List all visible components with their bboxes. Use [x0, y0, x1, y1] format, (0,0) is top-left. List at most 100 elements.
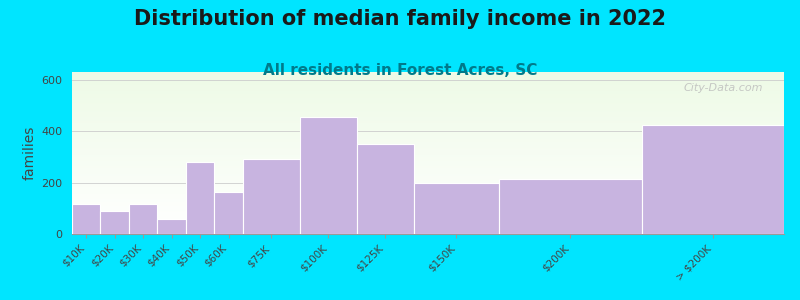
Bar [72, 109, 784, 110]
Bar [72, 137, 784, 138]
Bar [72, 95, 784, 96]
Bar [72, 220, 784, 221]
Bar [72, 190, 784, 191]
Bar [72, 141, 784, 142]
Bar [72, 84, 784, 85]
Bar [72, 100, 784, 101]
Bar [72, 207, 784, 208]
Bar [72, 156, 784, 157]
Bar [72, 80, 784, 81]
Bar [72, 90, 784, 91]
Bar [72, 79, 784, 80]
Bar [72, 196, 784, 197]
Bar [72, 114, 784, 115]
Bar [72, 116, 784, 117]
Bar [72, 154, 784, 155]
Bar [72, 203, 784, 204]
Bar [129, 204, 158, 234]
Bar [72, 118, 784, 119]
Bar [72, 172, 784, 173]
Bar [72, 225, 784, 226]
Bar [72, 197, 784, 198]
Bar [72, 126, 784, 127]
Bar [72, 151, 784, 152]
Bar [72, 169, 784, 170]
Text: Distribution of median family income in 2022: Distribution of median family income in … [134, 9, 666, 29]
Bar [72, 155, 784, 156]
Bar [72, 140, 784, 141]
Bar [72, 104, 784, 105]
Bar [72, 181, 784, 182]
Bar [72, 144, 784, 145]
Bar [72, 165, 784, 166]
Bar [72, 143, 784, 144]
Bar [72, 85, 784, 86]
Bar [72, 176, 784, 177]
Bar [72, 223, 784, 224]
Bar [72, 103, 784, 104]
Bar [72, 139, 784, 140]
Bar [72, 192, 784, 193]
Bar [72, 180, 784, 181]
Bar [72, 128, 784, 129]
Bar [72, 177, 784, 178]
Bar [72, 198, 784, 199]
Bar [72, 200, 784, 201]
Bar [72, 81, 784, 82]
Bar [72, 216, 784, 217]
Bar [300, 117, 357, 234]
Bar [72, 77, 784, 78]
Bar [72, 148, 784, 149]
Bar [72, 119, 784, 120]
Bar [72, 217, 784, 218]
Bar [72, 107, 784, 108]
Bar [72, 75, 784, 76]
Bar [72, 129, 784, 130]
Bar [72, 112, 784, 113]
Bar [72, 133, 784, 134]
Bar [72, 209, 784, 210]
Bar [72, 212, 784, 213]
Bar [186, 162, 214, 234]
Bar [72, 174, 784, 175]
Bar [72, 182, 784, 183]
Bar [72, 159, 784, 160]
Bar [72, 210, 784, 211]
Bar [72, 226, 784, 227]
Bar [72, 233, 784, 234]
Bar [72, 86, 784, 87]
Bar [72, 230, 784, 231]
Bar [72, 173, 784, 174]
Bar [72, 202, 784, 203]
Bar [72, 214, 784, 215]
Y-axis label: families: families [23, 126, 37, 180]
Bar [72, 194, 784, 195]
Bar [72, 188, 784, 189]
Bar [72, 145, 784, 146]
Bar [72, 187, 784, 188]
Bar [72, 97, 784, 98]
Bar [72, 222, 784, 223]
Bar [72, 211, 784, 212]
Bar [72, 134, 784, 135]
Text: All residents in Forest Acres, SC: All residents in Forest Acres, SC [263, 63, 537, 78]
Bar [72, 166, 784, 167]
Bar [72, 208, 784, 209]
Bar [72, 76, 784, 77]
Bar [72, 138, 784, 139]
Bar [72, 157, 784, 158]
Bar [72, 199, 784, 200]
Bar [72, 136, 784, 137]
Bar [72, 160, 784, 161]
Bar [72, 78, 784, 79]
Bar [72, 125, 784, 126]
Bar [72, 96, 784, 97]
Bar [72, 162, 784, 163]
Bar [72, 87, 784, 88]
Bar [72, 150, 784, 151]
Bar [72, 232, 784, 233]
Bar [72, 146, 784, 147]
Bar [72, 229, 784, 230]
Bar [72, 231, 784, 232]
Bar [72, 163, 784, 164]
